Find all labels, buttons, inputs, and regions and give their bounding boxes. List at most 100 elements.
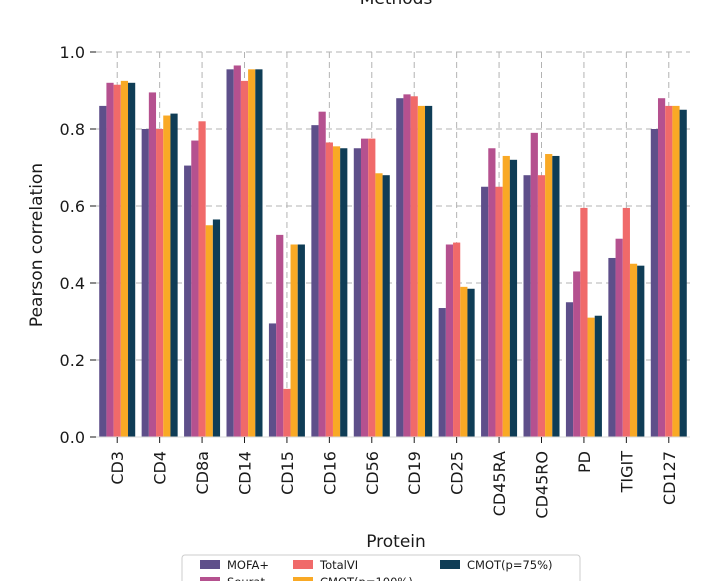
bar (495, 186, 503, 437)
y-tick-label: 0.0 (60, 428, 85, 447)
legend-swatch (440, 560, 460, 569)
y-tick-label: 0.4 (60, 274, 85, 293)
bar (460, 286, 468, 437)
bar (290, 244, 298, 437)
bar (360, 138, 369, 437)
legend-swatch (293, 577, 313, 581)
x-tick-label: TIGIT (617, 451, 636, 494)
x-tick-label: PD (575, 451, 594, 473)
bar (268, 323, 277, 437)
bar (163, 115, 171, 438)
bar (191, 140, 199, 438)
bar (523, 175, 531, 437)
bar (332, 146, 341, 437)
x-tick-label: CD15 (278, 451, 297, 495)
bar (565, 302, 574, 437)
legend-label: TotalVI (319, 558, 358, 572)
bar (375, 173, 383, 437)
bar (580, 207, 588, 437)
legend: MOFA+ Seurat TotalVI CMOT(p=100%) CMOT(p=75%… (181, 554, 581, 581)
bar (113, 84, 121, 437)
bar (184, 165, 192, 437)
bar (637, 265, 645, 437)
legend-frame (181, 554, 581, 581)
x-tick-label: CD3 (108, 451, 127, 485)
bar (120, 80, 129, 437)
bar (106, 82, 114, 438)
bar (552, 155, 560, 437)
bar (481, 186, 489, 437)
y-tick-label: 0.8 (60, 120, 85, 139)
y-tick-label: 1.0 (60, 43, 85, 62)
legend-label: CMOT(p=75%) (467, 558, 553, 572)
legend-swatch (293, 560, 313, 569)
x-tick-label: CD45RO (533, 451, 552, 519)
x-axis-label: Protein (366, 532, 426, 552)
bar (141, 129, 149, 437)
x-tick-label: CD19 (405, 451, 424, 495)
y-axis-label: Pearson correlation (27, 163, 47, 327)
bar (545, 154, 553, 437)
bars (99, 65, 687, 438)
bar (530, 132, 538, 437)
legend-label: Seurat (227, 575, 265, 581)
x-axis-ticks: CD3 CD4 CD8a CD14 CD15 CD16 CD56 CD19 CD25 CD45RA… (108, 437, 679, 519)
bar (665, 105, 673, 438)
bar (488, 148, 496, 437)
bar (283, 388, 291, 437)
bar (325, 142, 333, 437)
bar (608, 257, 616, 437)
bar (679, 109, 687, 437)
bar (240, 80, 249, 437)
bar (587, 317, 595, 437)
x-tick-label: CD25 (448, 451, 467, 495)
bar (226, 69, 234, 437)
x-tick-label: CD16 (320, 451, 339, 495)
bar (410, 96, 418, 438)
x-tick-label: CD14 (236, 451, 255, 495)
legend-label: CMOT(p=100%) (320, 575, 413, 581)
bar (537, 175, 546, 437)
legend-label: MOFA+ (227, 558, 269, 572)
bar (353, 148, 361, 437)
y-tick-label: 0.2 (60, 351, 85, 370)
bar (622, 207, 630, 437)
bar (382, 175, 390, 437)
bar (594, 315, 602, 437)
y-tick-label: 0.6 (60, 197, 85, 216)
bar (403, 94, 411, 437)
bar (205, 225, 213, 437)
bar (318, 111, 326, 438)
bar (368, 138, 376, 437)
bar (509, 159, 518, 438)
bar (672, 105, 680, 438)
chart-title: Methods (360, 0, 433, 9)
bar (99, 105, 107, 438)
bar (445, 244, 454, 437)
bar (212, 219, 221, 437)
bar (148, 92, 157, 438)
bar (311, 125, 319, 438)
bar (255, 69, 263, 437)
bar (502, 155, 510, 437)
bar (417, 105, 426, 438)
bar (233, 65, 241, 437)
legend-swatch (200, 577, 220, 581)
bar (276, 234, 284, 437)
bar (573, 271, 581, 437)
bar (425, 105, 433, 438)
bar (467, 288, 475, 437)
x-tick-label: CD56 (363, 451, 382, 495)
x-tick-label: CD127 (660, 451, 679, 505)
bar (453, 242, 461, 437)
bar (629, 263, 638, 437)
bar (340, 148, 348, 437)
x-tick-label: CD8a (193, 451, 212, 494)
bar (128, 82, 136, 438)
bar (297, 244, 305, 437)
x-tick-label: CD45RA (490, 451, 509, 516)
bar (170, 113, 178, 437)
bar (438, 308, 446, 437)
